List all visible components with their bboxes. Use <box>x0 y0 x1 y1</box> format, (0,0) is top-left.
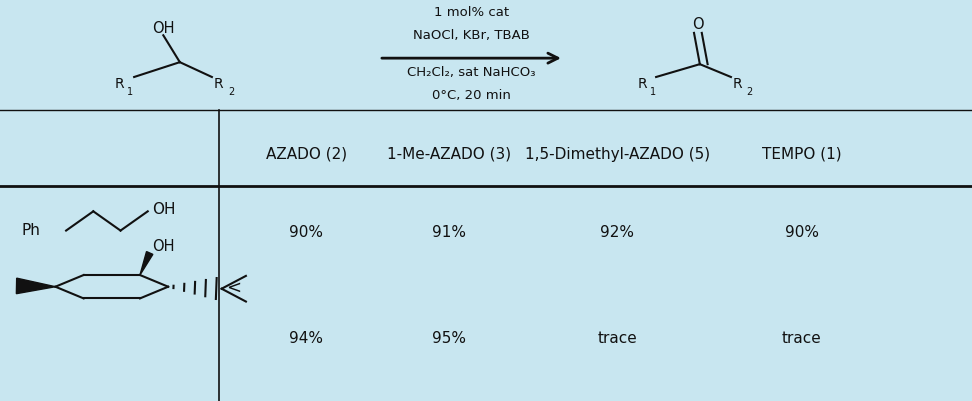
Text: AZADO (2): AZADO (2) <box>265 147 347 162</box>
Text: 91%: 91% <box>433 225 466 240</box>
Text: R: R <box>115 77 124 91</box>
Text: <: < <box>226 279 242 296</box>
Text: trace: trace <box>782 331 821 346</box>
Text: 90%: 90% <box>290 225 323 240</box>
Text: 1: 1 <box>127 87 133 97</box>
Text: 1: 1 <box>650 87 656 97</box>
Text: 92%: 92% <box>601 225 634 240</box>
Text: trace: trace <box>598 331 637 346</box>
Text: O: O <box>692 17 704 32</box>
Text: 2: 2 <box>746 87 752 97</box>
Text: R: R <box>214 77 224 91</box>
Text: 95%: 95% <box>433 331 466 346</box>
Text: 94%: 94% <box>290 331 323 346</box>
Text: 0°C, 20 min: 0°C, 20 min <box>432 89 511 102</box>
Text: Ph: Ph <box>21 223 40 238</box>
Text: 1-Me-AZADO (3): 1-Me-AZADO (3) <box>387 147 511 162</box>
Text: 1 mol% cat: 1 mol% cat <box>434 6 509 19</box>
Polygon shape <box>17 278 55 294</box>
Polygon shape <box>140 251 153 275</box>
Text: 1,5-Dimethyl-AZADO (5): 1,5-Dimethyl-AZADO (5) <box>525 147 710 162</box>
Text: 90%: 90% <box>785 225 818 240</box>
Text: 2: 2 <box>228 87 234 97</box>
Text: TEMPO (1): TEMPO (1) <box>762 147 842 162</box>
Text: R: R <box>638 77 647 91</box>
Text: NaOCl, KBr, TBAB: NaOCl, KBr, TBAB <box>413 29 530 42</box>
Text: OH: OH <box>153 202 176 217</box>
Text: OH: OH <box>153 239 175 255</box>
Text: OH: OH <box>152 20 175 36</box>
Text: CH₂Cl₂, sat NaHCO₃: CH₂Cl₂, sat NaHCO₃ <box>407 67 536 79</box>
Text: R: R <box>733 77 743 91</box>
